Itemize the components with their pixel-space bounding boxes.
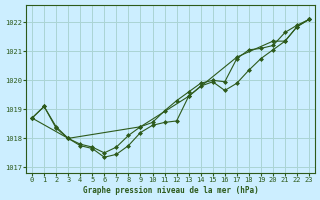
X-axis label: Graphe pression niveau de la mer (hPa): Graphe pression niveau de la mer (hPa) <box>83 186 259 195</box>
